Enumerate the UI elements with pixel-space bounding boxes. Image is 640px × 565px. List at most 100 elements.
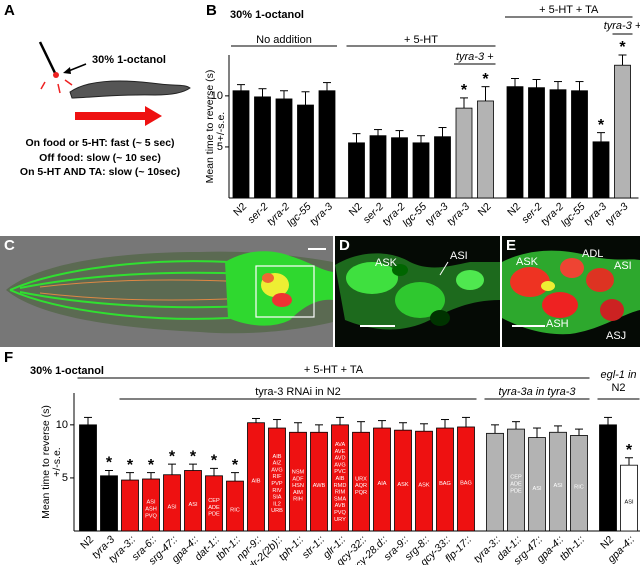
panel-label: F (4, 349, 13, 366)
bar (506, 86, 524, 199)
bar (477, 100, 494, 199)
micrograph (335, 236, 500, 347)
bar-label: PVQ (334, 510, 346, 516)
neuron-label: ASJ (606, 330, 626, 342)
y-axis-label: Mean time to reverse (s) (204, 70, 216, 184)
y-tick-label: 5 (217, 141, 223, 153)
micrograph (0, 236, 333, 347)
bar (620, 464, 638, 532)
bar (254, 96, 271, 199)
bar-label: SIA (272, 495, 281, 501)
bar (232, 90, 250, 199)
bar-label: AVE (335, 449, 346, 455)
x-tick-label: lgc-55 (400, 200, 429, 229)
bar-label: ASI (167, 504, 176, 510)
group-label: + 5-HT + TA (539, 4, 599, 16)
bar-label: ADE (208, 505, 220, 511)
group-label: No addition (256, 34, 312, 46)
bar-label: AVG (271, 467, 282, 473)
neuron-label: ASK (516, 256, 539, 268)
neuron-label: ADL (582, 248, 603, 260)
bar (226, 480, 244, 532)
bar (318, 90, 336, 199)
bar-label: ADE (510, 482, 522, 488)
bar-label: ASH (145, 506, 157, 512)
neuron-label: ASK (375, 257, 398, 269)
bar (394, 429, 412, 532)
panel-label: C (4, 237, 15, 254)
bar (373, 427, 391, 532)
bar-label: PQR (355, 490, 367, 496)
significance-mark: * (619, 39, 626, 56)
bar-label: ASI (188, 502, 197, 508)
x-tick-label: lgc-55 (559, 200, 588, 229)
bar (528, 87, 545, 199)
group-label: + 5-HT (404, 34, 438, 46)
x-tick-label: tyra-3 (308, 200, 336, 228)
x-tick-label: lgc-55 (285, 200, 314, 229)
bar (415, 430, 433, 532)
bar (348, 142, 365, 199)
bar-label: RIC (230, 508, 240, 514)
y-tick-label: 5 (62, 472, 68, 484)
assay-illustration (38, 41, 191, 126)
bar (434, 136, 451, 199)
bar-label: PVC (334, 469, 346, 475)
y-axis-label: Mean time to reverse (s) (40, 405, 52, 519)
bar-label: HSN (292, 483, 304, 489)
bar-label: AVG (334, 462, 345, 468)
bar-label: AVD (334, 456, 345, 462)
bar-label: AIZ (273, 461, 282, 467)
bar (121, 479, 139, 532)
bar-label: RIM (335, 490, 346, 496)
neuron-label: ASH (546, 318, 569, 330)
significance-mark: * (148, 457, 155, 474)
bar (100, 475, 118, 532)
bar-label: RIH (293, 497, 303, 503)
group-label: tyra-3 + (604, 20, 640, 32)
bar-label: RIV (272, 488, 282, 494)
significance-mark: * (626, 442, 633, 459)
significance-mark: * (106, 455, 113, 472)
significance-mark: * (190, 448, 197, 465)
chart-title: 30% 1-octanol (30, 365, 104, 377)
significance-mark: * (482, 71, 489, 88)
bar-label: URY (334, 517, 346, 523)
bar (528, 437, 546, 532)
bar (570, 435, 588, 532)
x-tick-label: tyra-3 (445, 200, 473, 228)
behavior-note: On 5-HT AND TA: slow (~ 10sec) (20, 166, 180, 178)
significance-mark: * (211, 453, 218, 470)
bar (184, 470, 202, 532)
bar-label: AWB (313, 483, 326, 489)
bar (571, 90, 588, 199)
group-label: + 5-HT + TA (304, 364, 364, 376)
x-tick-label: str-1:: (300, 534, 327, 561)
bar-label: ASK (418, 483, 429, 489)
bar-label: AVB (335, 503, 346, 509)
panel-label: B (206, 2, 217, 19)
bar-label: AIB (272, 454, 281, 460)
panel-label: E (506, 237, 516, 254)
behavior-note: On food or 5-HT: fast (~ 5 sec) (25, 137, 174, 149)
x-tick-label: tyra-3 (582, 200, 610, 228)
bar-label: URX (355, 476, 367, 482)
bar (391, 137, 408, 199)
group-label: N2 (611, 382, 625, 394)
bar (486, 432, 504, 532)
y-axis-label: +/-s.e. (215, 112, 227, 141)
behavior-note: Off food: slow (~ 10 sec) (39, 152, 161, 164)
bar-label: BAG (439, 481, 451, 487)
group-label: tyra-3a in tyra-3 (498, 386, 576, 398)
bar (163, 474, 181, 532)
bar (369, 135, 387, 199)
bar-label: ASI (532, 486, 541, 492)
bar-label: CEP (510, 475, 522, 481)
bar-label: URB (271, 508, 283, 514)
neuron-label: ASI (450, 250, 468, 262)
group-label: tyra-3 + (456, 51, 494, 63)
bar (297, 104, 314, 199)
x-tick-label: N2 (476, 200, 494, 218)
bar-label: RIF (272, 474, 282, 480)
